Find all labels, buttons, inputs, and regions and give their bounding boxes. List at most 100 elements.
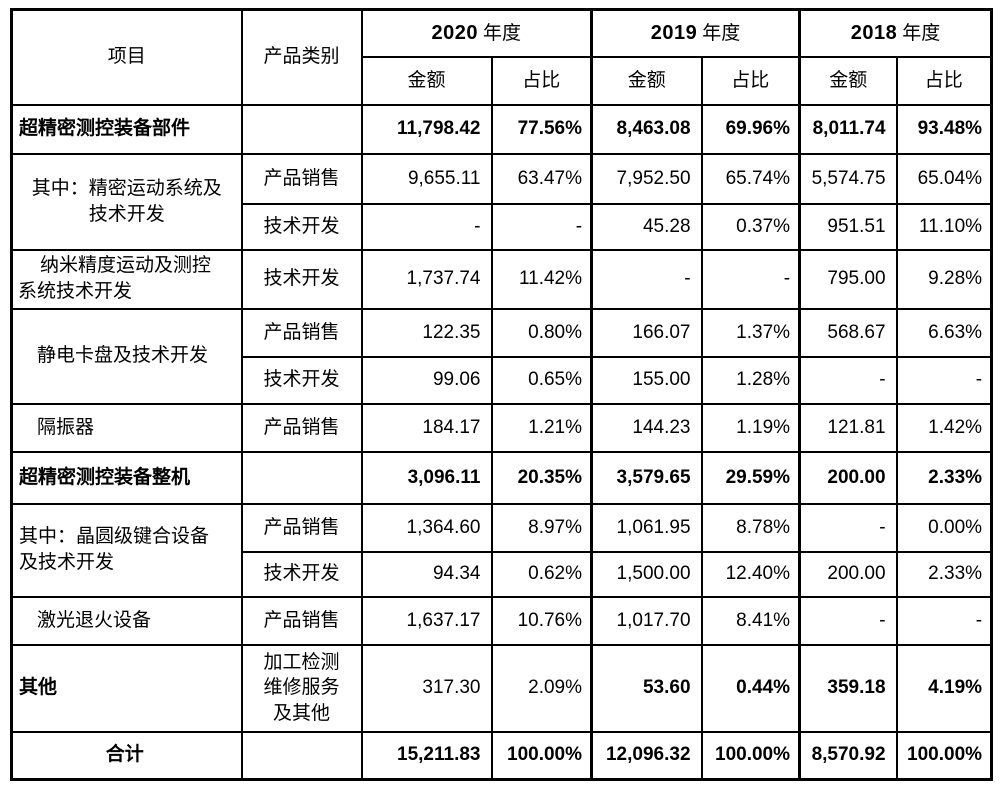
header-amount-2018: 金额 (798, 55, 898, 106)
category-cell: 产品销售 (240, 402, 363, 453)
ratio-2018: - (895, 355, 993, 405)
ratio-2019: 69.96% (700, 103, 801, 155)
ratio-2019: - (700, 248, 801, 310)
amount-2018: - (798, 595, 898, 646)
ratio-2020: 63.47% (490, 152, 593, 205)
table-row-laser-annealing: 激光退火设备 产品销售 1,637.17 10.76% 1,017.70 8.4… (10, 595, 993, 646)
category-cell: 技术开发 (240, 355, 363, 405)
amount-2019: 166.07 (590, 307, 703, 358)
header-year-2019: 2019 年度 (590, 8, 801, 58)
ratio-2019: 1.19% (700, 402, 801, 453)
ratio-2019: 65.74% (700, 152, 801, 205)
ratio-2018: 9.28% (895, 248, 993, 310)
ratio-2020: 11.42% (490, 248, 593, 310)
category-cell (240, 103, 363, 155)
ratio-2018: 6.63% (895, 307, 993, 358)
header-row-measures: 金额 占比 金额 占比 金额 占比 (12, 55, 993, 106)
amount-2020: 94.34 (360, 550, 493, 598)
ratio-2018: 1.42% (895, 402, 993, 453)
ratio-2019: 0.44% (700, 643, 801, 733)
item-cell: 合计 (10, 730, 243, 781)
item-cell: 其中：精密运动系统及 技术开发 (10, 152, 243, 251)
ratio-2018: 2.33% (895, 450, 993, 505)
item-cell: 超精密测控装备整机 (10, 450, 243, 505)
amount-2020: 1,737.74 (360, 248, 493, 310)
year-2018-suffix: 年度 (902, 22, 941, 44)
category-cell (240, 450, 363, 505)
ratio-2020: 20.35% (490, 450, 593, 505)
table-row-electrostatic-chuck-sales: 静电卡盘及技术开发 产品销售 122.35 0.80% 166.07 1.37%… (10, 307, 993, 405)
amount-2020: 122.35 (360, 307, 493, 358)
item-cell: 其他 (10, 643, 243, 733)
header-item: 项目 (10, 8, 243, 106)
category-cell: 加工检测 维修服务 及其他 (240, 643, 363, 733)
ratio-2020: 1.21% (490, 402, 593, 453)
ratio-2019: 0.37% (700, 202, 801, 251)
table-row-machines-total: 超精密测控装备整机 3,096.11 20.35% 3,579.65 29.59… (10, 450, 993, 505)
ratio-2019: 1.28% (700, 355, 801, 405)
header-amount-2019: 金额 (590, 55, 703, 106)
ratio-2018: 100.00% (895, 730, 993, 781)
category-cell: 产品销售 (240, 307, 363, 358)
amount-2019: 12,096.32 (590, 730, 703, 781)
item-cell: 超精密测控装备部件 (10, 103, 243, 155)
ratio-2020: 0.62% (490, 550, 593, 598)
year-2020-label: 2020 (431, 21, 478, 44)
ratio-2018: 11.10% (895, 202, 993, 251)
category-cell: 产品销售 (240, 502, 363, 553)
amount-2020: 1,637.17 (360, 595, 493, 646)
revenue-breakdown-table: 项目 产品类别 2020 年度 2019 年度 2018 年度 金额 占比 金额 占比… (10, 8, 994, 781)
amount-2019: 8,463.08 (590, 103, 703, 155)
item-cell: 纳米精度运动及测控 系统技术开发 (10, 248, 243, 310)
amount-2018: 795.00 (798, 248, 898, 310)
amount-2020: 3,096.11 (360, 450, 493, 505)
category-cell: 产品销售 (240, 595, 363, 646)
amount-2019: 155.00 (590, 355, 703, 405)
header-ratio-2018: 占比 (895, 55, 993, 106)
amount-2019: 7,952.50 (590, 152, 703, 205)
header-year-2020: 2020 年度 (360, 8, 593, 58)
ratio-2019: 8.78% (700, 502, 801, 553)
ratio-2019: 100.00% (700, 730, 801, 781)
item-cell: 其中：晶圆级键合设备 及技术开发 (10, 502, 243, 598)
table-body: 超精密测控装备部件 11,798.42 77.56% 8,463.08 69.9… (10, 103, 993, 781)
amount-2018: 200.00 (798, 450, 898, 505)
header-row-years: 项目 产品类别 2020 年度 2019 年度 2018 年度 (10, 8, 993, 106)
ratio-2018: 65.04% (895, 152, 993, 205)
amount-2020: 184.17 (360, 402, 493, 453)
item-cell: 隔振器 (10, 402, 243, 453)
ratio-2018: 93.48% (895, 103, 993, 155)
table-row-nano-precision: 纳米精度运动及测控 系统技术开发 技术开发 1,737.74 11.42% - … (10, 248, 993, 310)
header-year-2018: 2018 年度 (798, 8, 993, 58)
amount-2018: 8,011.74 (798, 103, 898, 155)
ratio-2018: 2.33% (895, 550, 993, 598)
header-ratio-2020: 占比 (490, 55, 593, 106)
table-row-others: 其他 加工检测 维修服务 及其他 317.30 2.09% 53.60 0.44… (10, 643, 993, 733)
category-cell: 技术开发 (240, 248, 363, 310)
amount-2018: - (798, 502, 898, 553)
table-row-vibration-isolator: 隔振器 产品销售 184.17 1.21% 144.23 1.19% 121.8… (10, 402, 993, 453)
table-row-wafer-bonding-sales: 其中：晶圆级键合设备 及技术开发 产品销售 1,364.60 8.97% 1,0… (10, 502, 993, 598)
table-row-precision-motion-sales: 其中：精密运动系统及 技术开发 产品销售 9,655.11 63.47% 7,9… (10, 152, 993, 251)
ratio-2019: 1.37% (700, 307, 801, 358)
year-2019-suffix: 年度 (702, 22, 741, 44)
amount-2018: 8,570.92 (798, 730, 898, 781)
ratio-2020: 0.80% (490, 307, 593, 358)
amount-2019: 45.28 (590, 202, 703, 251)
amount-2018: - (798, 355, 898, 405)
ratio-2019: 29.59% (700, 450, 801, 505)
amount-2019: 3,579.65 (590, 450, 703, 505)
amount-2019: 1,017.70 (590, 595, 703, 646)
amount-2020: 99.06 (360, 355, 493, 405)
header-ratio-2019: 占比 (700, 55, 801, 106)
ratio-2020: 2.09% (490, 643, 593, 733)
ratio-2020: 10.76% (490, 595, 593, 646)
ratio-2018: - (895, 595, 993, 646)
header-category: 产品类别 (240, 8, 363, 106)
category-cell (240, 730, 363, 781)
ratio-2019: 8.41% (700, 595, 801, 646)
year-2019-label: 2019 (650, 21, 698, 44)
amount-2019: 53.60 (590, 643, 703, 733)
table-row-precision-motion-dev: 技术开发 - - 45.28 0.37% 951.51 11.10% (12, 202, 993, 251)
